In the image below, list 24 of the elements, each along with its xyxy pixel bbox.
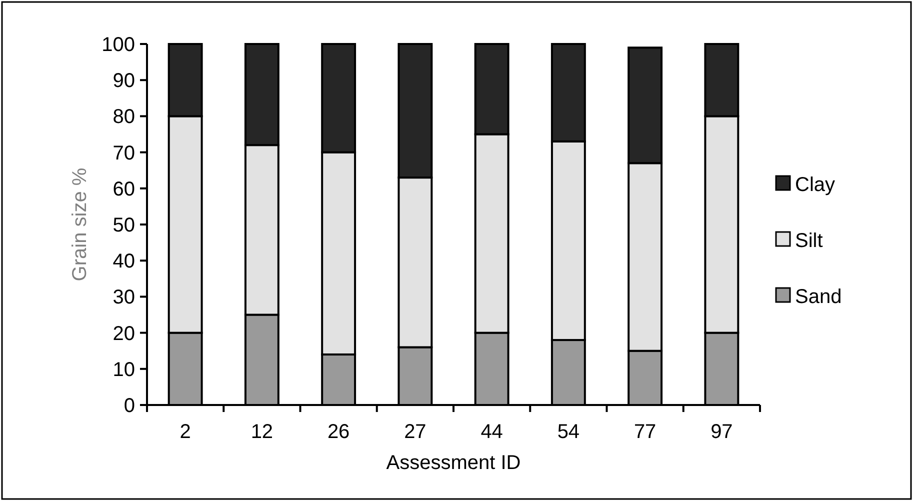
y-tick-label: 100	[102, 34, 135, 56]
legend-label: Clay	[795, 174, 836, 196]
y-tick-label: 0	[124, 395, 135, 417]
x-tick-label: 97	[710, 421, 733, 443]
y-tick-label: 50	[112, 214, 135, 236]
y-axis-title: Grain size %	[69, 168, 91, 282]
legend-label: Silt	[795, 230, 824, 252]
y-tick-label: 90	[112, 70, 135, 92]
y-tick-label: 40	[112, 250, 135, 273]
y-tick-label: 80	[112, 106, 135, 128]
x-tick-label: 12	[250, 421, 274, 443]
x-tick-label: 54	[557, 421, 580, 443]
y-tick-label: 20	[112, 322, 135, 345]
legend-label: Sand	[795, 286, 842, 308]
y-tick-label: 70	[112, 142, 135, 164]
x-tick-label: 77	[634, 421, 656, 443]
x-axis-title: Assessment ID	[386, 452, 521, 474]
x-tick-label: 44	[480, 421, 503, 443]
x-tick-label: 27	[404, 421, 426, 443]
x-tick-label: 26	[327, 421, 350, 443]
y-tick-label: 30	[112, 286, 135, 309]
y-tick-label: 60	[112, 178, 135, 200]
x-tick-label: 2	[180, 421, 191, 443]
y-tick-label: 10	[112, 358, 135, 381]
